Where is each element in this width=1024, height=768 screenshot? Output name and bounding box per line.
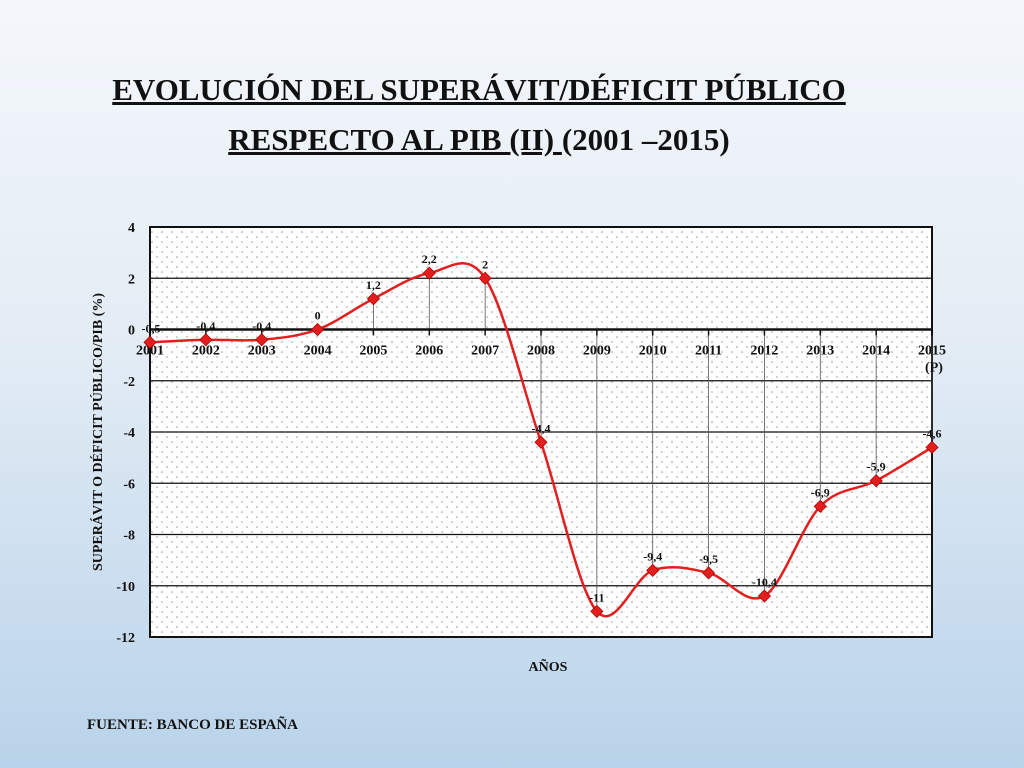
- y-axis-label: SUPERÁVIT O DÉFICIT PÚBLICO/PIB (%): [89, 293, 106, 571]
- x-tick-label: 2002: [192, 344, 220, 359]
- y-tick-label: -10: [116, 580, 135, 595]
- chart-title-line1: EVOLUCIÓN DEL SUPERÁVIT/DÉFICIT PÚBLICO: [112, 72, 846, 107]
- data-point: [255, 333, 269, 347]
- chart-title-underlined: RESPECTO AL PIB (II): [228, 122, 562, 157]
- data-point: [478, 271, 492, 285]
- x-tick-label: 2013: [806, 344, 834, 359]
- chart-title-line2: RESPECTO AL PIB (II) (2001 –2015): [0, 122, 991, 158]
- series-line: [149, 262, 933, 618]
- data-label: 1,2: [366, 278, 381, 292]
- chart-title-years: (2001 –2015): [561, 122, 730, 157]
- data-point: [311, 322, 325, 337]
- y-tick-label: -12: [116, 631, 135, 646]
- data-point: [590, 604, 604, 618]
- y-tick-label: -2: [123, 375, 135, 390]
- x-axis-label: AÑOS: [529, 657, 568, 675]
- x-tick-label: 2015 (P): [918, 344, 946, 376]
- data-label: 0: [315, 309, 321, 323]
- x-tick-label: 2012: [750, 344, 778, 359]
- data-label: 2: [482, 257, 488, 271]
- x-tick-label: 2011: [695, 344, 722, 359]
- data-label: -0,4: [252, 319, 271, 333]
- x-tick-label: 2008: [527, 344, 555, 359]
- source-note: FUENTE: BANCO DE ESPAÑA: [87, 717, 298, 733]
- data-point: [757, 589, 771, 603]
- data-point: [702, 566, 716, 580]
- x-tick-label: 2010: [639, 344, 667, 359]
- x-tick-label: 2014: [862, 344, 890, 359]
- y-tick-label: -8: [123, 529, 135, 544]
- y-tick-label: 4: [128, 221, 135, 236]
- data-label: -0,5: [142, 321, 161, 335]
- data-point: [422, 266, 436, 280]
- x-tick-label: 2005: [359, 344, 387, 359]
- data-point: [366, 292, 380, 306]
- data-point: [813, 499, 827, 513]
- data-label: -4,4: [532, 421, 551, 435]
- data-point: [925, 440, 939, 454]
- y-tick-label: 0: [128, 324, 135, 339]
- data-label: -10,4: [752, 575, 777, 589]
- data-label: -5,9: [867, 460, 886, 474]
- data-point: [646, 563, 660, 577]
- data-label: -0,4: [196, 319, 215, 333]
- y-tick-label: -6: [123, 477, 135, 492]
- data-point: [143, 335, 157, 349]
- x-tick-label: 2001: [136, 344, 164, 359]
- data-label: -9,5: [699, 552, 718, 566]
- data-point: [199, 333, 213, 347]
- x-tick-label: 2007: [471, 344, 499, 359]
- data-point: [869, 474, 883, 488]
- data-point: [534, 435, 548, 449]
- y-tick-label: -4: [123, 426, 135, 441]
- y-tick-label: 2: [128, 272, 135, 287]
- x-tick-label: 2006: [415, 344, 443, 359]
- data-label: -4,6: [923, 426, 942, 440]
- x-tick-label: 2009: [583, 344, 611, 359]
- x-tick-label: 2004: [304, 344, 332, 359]
- x-tick-label: 2003: [248, 344, 276, 359]
- data-label: -9,4: [643, 549, 662, 563]
- data-label: -6,9: [811, 485, 830, 499]
- data-label: 2,2: [422, 252, 437, 266]
- data-label: -11: [589, 590, 604, 604]
